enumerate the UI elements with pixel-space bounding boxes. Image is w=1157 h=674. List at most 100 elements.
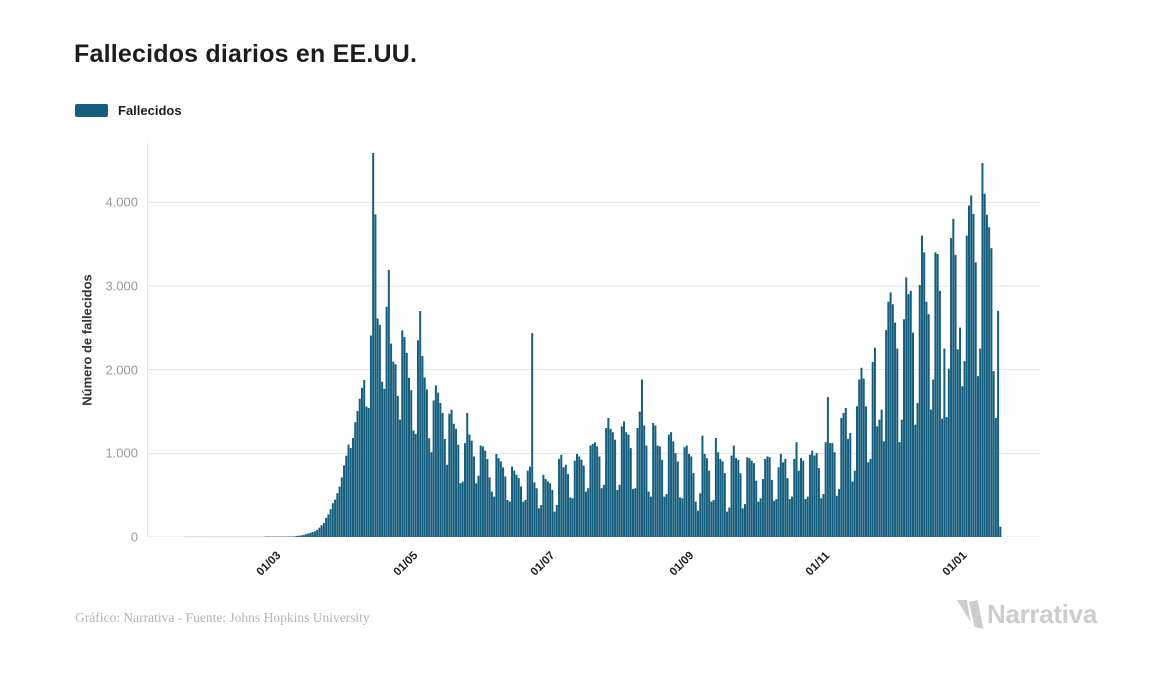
bar[interactable] (302, 534, 305, 537)
bar[interactable] (441, 412, 444, 537)
bar[interactable] (851, 481, 854, 537)
bar[interactable] (903, 319, 906, 537)
bar[interactable] (858, 379, 861, 537)
bar[interactable] (457, 444, 460, 537)
bar[interactable] (560, 454, 563, 537)
bar[interactable] (600, 488, 603, 537)
bar[interactable] (524, 499, 527, 537)
bar[interactable] (696, 510, 699, 537)
bar[interactable] (472, 456, 475, 537)
bar[interactable] (535, 488, 538, 537)
bar[interactable] (392, 361, 395, 537)
bar[interactable] (947, 368, 950, 537)
bar[interactable] (885, 330, 888, 537)
bar[interactable] (679, 497, 682, 537)
bar[interactable] (432, 400, 435, 537)
bar[interactable] (891, 304, 894, 537)
bar[interactable] (455, 428, 458, 537)
bar[interactable] (452, 423, 455, 537)
bar[interactable] (793, 458, 796, 537)
bar[interactable] (553, 511, 556, 537)
bar[interactable] (658, 446, 661, 537)
bar[interactable] (795, 442, 798, 537)
bar[interactable] (372, 152, 375, 537)
bar[interactable] (932, 379, 935, 537)
bar[interactable] (912, 332, 914, 537)
bar[interactable] (287, 536, 290, 538)
bar[interactable] (584, 491, 587, 537)
bar[interactable] (360, 387, 363, 537)
bar[interactable] (354, 422, 357, 537)
bar[interactable] (665, 494, 668, 537)
bar[interactable] (401, 330, 404, 537)
bar[interactable] (343, 465, 346, 537)
bar[interactable] (732, 445, 735, 537)
bar[interactable] (640, 379, 643, 537)
bar[interactable] (363, 379, 366, 537)
bar[interactable] (654, 425, 657, 537)
bar[interactable] (504, 476, 507, 537)
bar[interactable] (414, 433, 417, 537)
bar[interactable] (544, 479, 547, 537)
bar[interactable] (999, 526, 1002, 537)
bar[interactable] (974, 262, 977, 537)
bar[interactable] (376, 318, 379, 538)
bar[interactable] (907, 294, 910, 537)
bar[interactable] (533, 482, 536, 537)
bar[interactable] (941, 418, 944, 537)
bar[interactable] (464, 443, 466, 537)
bar[interactable] (708, 470, 711, 537)
bar[interactable] (497, 458, 500, 537)
bar[interactable] (929, 409, 932, 537)
bar[interactable] (889, 292, 892, 537)
bar[interactable] (920, 235, 923, 537)
bar[interactable] (589, 445, 592, 537)
bar[interactable] (835, 495, 838, 537)
bar[interactable] (714, 438, 717, 537)
bar[interactable] (791, 496, 794, 537)
bar[interactable] (802, 460, 805, 537)
bar[interactable] (477, 475, 480, 537)
bar[interactable] (726, 511, 729, 537)
bar[interactable] (311, 532, 314, 537)
bar[interactable] (925, 301, 928, 537)
bar[interactable] (486, 459, 489, 537)
bar[interactable] (685, 445, 688, 537)
bar[interactable] (656, 445, 659, 537)
bar[interactable] (369, 335, 372, 537)
bar[interactable] (896, 348, 899, 537)
bar[interactable] (309, 532, 312, 537)
bar[interactable] (847, 438, 850, 537)
bar[interactable] (961, 386, 964, 537)
bar[interactable] (647, 491, 650, 537)
bar[interactable] (517, 478, 520, 537)
bar[interactable] (499, 461, 502, 537)
bar[interactable] (591, 443, 594, 537)
bar[interactable] (520, 486, 522, 537)
bar[interactable] (730, 455, 733, 537)
bar[interactable] (860, 367, 863, 537)
legend-item-fallecidos[interactable]: Fallecidos (75, 103, 182, 118)
bar[interactable] (873, 347, 876, 537)
bar[interactable] (992, 371, 995, 537)
bar[interactable] (558, 458, 561, 537)
bar[interactable] (950, 238, 953, 537)
bar[interactable] (365, 406, 368, 537)
bar[interactable] (811, 450, 814, 537)
bar[interactable] (820, 498, 823, 537)
bar[interactable] (385, 306, 388, 537)
bar[interactable] (493, 496, 496, 537)
bar[interactable] (853, 470, 856, 537)
bar[interactable] (605, 428, 608, 537)
bar[interactable] (502, 467, 505, 537)
bar[interactable] (934, 252, 937, 537)
bar[interactable] (672, 441, 675, 537)
bar[interactable] (443, 438, 446, 537)
bar[interactable] (954, 254, 957, 537)
bar[interactable] (634, 488, 637, 537)
bar[interactable] (862, 378, 865, 537)
bar[interactable] (806, 496, 809, 537)
bar[interactable] (701, 435, 704, 537)
bar[interactable] (623, 421, 626, 537)
bar[interactable] (959, 327, 962, 537)
